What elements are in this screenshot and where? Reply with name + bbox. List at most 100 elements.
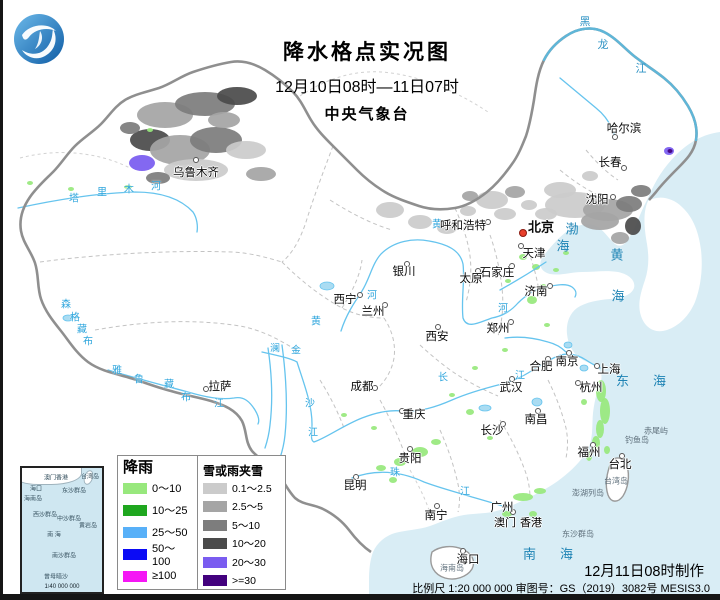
- map-label: 江: [635, 63, 647, 75]
- cma-logo: [14, 14, 64, 64]
- legend-rain: 降雨 0～10 10～25 25～50 50～100 ≥100: [117, 455, 198, 590]
- rain-patch: [532, 264, 540, 270]
- legend-snow-label: 2.5～5: [232, 501, 263, 514]
- map-label: 澳门: [494, 517, 516, 529]
- legend-snow-swatch: [203, 482, 227, 494]
- legend-rain-swatch: [123, 482, 147, 494]
- city-marker-沈阳: [610, 194, 616, 200]
- map-label: 香港: [520, 517, 542, 529]
- rain-patch: [394, 458, 406, 466]
- city-marker-郑州: [508, 319, 514, 325]
- city-label-兰州: 兰州: [361, 306, 385, 318]
- city-marker-台北: [619, 453, 625, 459]
- city-marker-合肥: [545, 356, 551, 362]
- snow-patch: [544, 182, 576, 198]
- city-label-昆明: 昆明: [343, 480, 367, 492]
- legend-snow-swatch: [203, 519, 227, 531]
- legend-snow-title: 雪或雨夹雪: [203, 464, 264, 478]
- city-label-广州: 广州: [490, 502, 514, 514]
- legend-snow-label: >=30: [232, 574, 256, 587]
- snow-patch: [217, 87, 257, 105]
- rain-patch: [604, 446, 610, 454]
- rain-patch: [534, 488, 546, 494]
- map-label: 钓鱼岛: [625, 435, 649, 445]
- city-marker-长春: [621, 165, 627, 171]
- legend-rain-swatch: [123, 526, 147, 538]
- city-marker-南京: [566, 350, 572, 356]
- city-label-乌鲁木齐: 乌鲁木齐: [173, 167, 219, 179]
- rain-patch: [27, 181, 33, 185]
- map-label: 格: [70, 312, 80, 324]
- city-label-南京: 南京: [555, 356, 579, 368]
- legend-rain-label: 25～50: [152, 527, 188, 539]
- city-label-北京: 北京: [527, 219, 555, 235]
- legend-rain-row: 0～10: [123, 477, 192, 499]
- korea-landmass: [639, 197, 702, 332]
- map-label: 江: [515, 370, 525, 382]
- rain-patch: [596, 420, 604, 438]
- city-marker-兰州: [382, 302, 388, 308]
- map-label: 台湾岛: [604, 476, 628, 486]
- map-label: 黄: [311, 316, 321, 328]
- map-label: 河: [151, 181, 161, 193]
- province-borders: [39, 145, 619, 513]
- city-marker-哈尔滨: [612, 134, 618, 140]
- frame-bottom: [0, 594, 720, 600]
- map-label: 长: [438, 372, 448, 384]
- city-label-重庆: 重庆: [402, 409, 426, 421]
- map-label: 森: [61, 299, 71, 311]
- snow-patch: [494, 208, 516, 220]
- rain-patch: [389, 477, 397, 483]
- snow-patch: [476, 191, 508, 209]
- snow-patch: [164, 159, 228, 181]
- rain-patch: [581, 399, 587, 405]
- legend-snow-swatch: [203, 538, 227, 550]
- rain-patch: [371, 426, 377, 430]
- rain-patch: [563, 251, 569, 255]
- legend-rain-label: 0～10: [152, 483, 182, 495]
- rain-patch: [596, 380, 606, 402]
- rain-patch: [502, 511, 512, 517]
- city-marker-昆明: [353, 474, 359, 480]
- inset-scale: 1∶40 000 000: [44, 584, 80, 590]
- rain-patch: [472, 366, 478, 370]
- rain-patch: [505, 279, 511, 283]
- map-label: 河: [498, 303, 508, 315]
- map-label: 塔: [69, 193, 79, 205]
- city-marker-天津: [518, 243, 524, 249]
- map-label: 黄: [610, 247, 624, 263]
- map-label: 鲁: [134, 374, 144, 386]
- rain-patch: [519, 254, 527, 260]
- rain-patch: [529, 511, 537, 517]
- map-label: 龙: [597, 39, 609, 51]
- snow-patch: [129, 155, 155, 171]
- snow-patch: [460, 206, 476, 216]
- city-marker-广州: [510, 509, 516, 515]
- rain-patch: [466, 409, 474, 415]
- map-source: 中央气象台: [324, 106, 410, 123]
- city-label-贵阳: 贵阳: [398, 453, 422, 465]
- snow-patch: [120, 122, 140, 134]
- map-label: 东海: [615, 373, 691, 389]
- city-marker-西安: [435, 324, 441, 330]
- map-title: 降水格点实况图: [283, 41, 451, 64]
- map-label: 南海: [522, 546, 598, 562]
- snow-patch: [462, 191, 478, 201]
- map-label: 江: [214, 398, 224, 410]
- city-marker-上海: [594, 363, 600, 369]
- map-label: 里: [97, 187, 107, 199]
- rain-patch: [527, 296, 537, 304]
- snow-patch: [246, 167, 276, 181]
- legend-rain-title: 降雨: [123, 459, 154, 476]
- city-label-武汉: 武汉: [499, 382, 523, 394]
- snow-patch: [376, 202, 404, 218]
- map-label: 渤: [565, 221, 579, 237]
- inset-label: 曾母暗沙: [43, 574, 69, 581]
- map-label: 沙: [305, 398, 315, 410]
- foreign-borders: [19, 71, 489, 521]
- snow-patch: [208, 112, 240, 128]
- city-label-呼和浩特: 呼和浩特: [440, 220, 486, 232]
- legend-rain-swatch: [123, 570, 147, 582]
- city-marker-石家庄: [509, 263, 515, 269]
